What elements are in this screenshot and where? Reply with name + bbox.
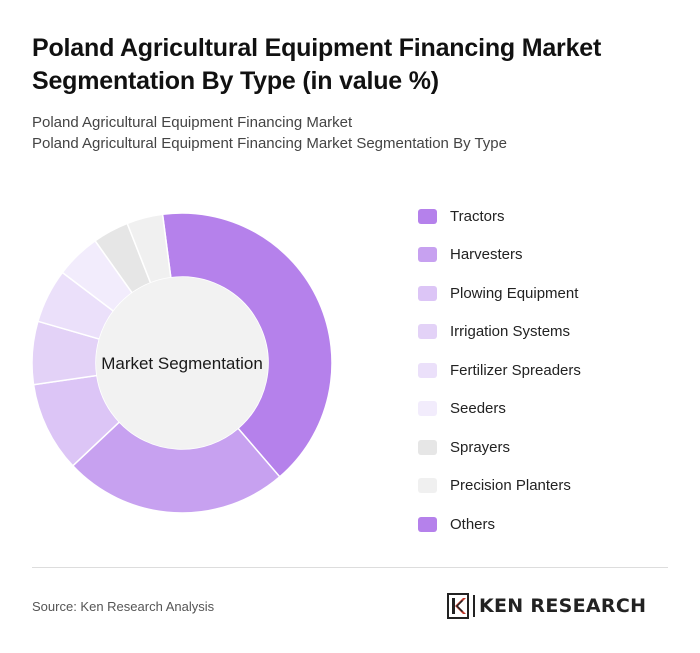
legend-label: Seeders (450, 400, 506, 418)
legend-label: Precision Planters (450, 477, 571, 495)
legend-label: Tractors (450, 207, 505, 225)
legend-swatch (418, 401, 437, 417)
ken-research-k-icon (447, 593, 469, 619)
legend-swatch (418, 324, 437, 340)
legend-item[interactable]: Plowing Equipment (418, 274, 678, 313)
ken-research-logo: KEN RESEARCH (447, 592, 646, 620)
subtitle-line-2: Poland Agricultural Equipment Financing … (32, 135, 507, 152)
source-note: Source: Ken Research Analysis (32, 599, 215, 614)
legend-label: Sprayers (450, 438, 511, 456)
legend-label: Irrigation Systems (450, 323, 571, 341)
legend-swatch (418, 247, 437, 263)
legend-swatch (418, 516, 437, 532)
chart-subtitle: Poland Agricultural Equipment Financing … (32, 112, 672, 154)
legend-swatch (418, 208, 437, 224)
legend-item[interactable]: Sprayers (418, 428, 678, 467)
donut-slices (31, 212, 333, 514)
legend-item[interactable]: Others (418, 505, 678, 544)
legend-swatch (418, 362, 437, 378)
legend-item[interactable]: Tractors (418, 197, 678, 236)
logo-separator (473, 595, 475, 617)
footer-divider (32, 567, 668, 568)
legend-label: Plowing Equipment (450, 284, 579, 302)
legend-item[interactable]: Precision Planters (418, 467, 678, 506)
legend-swatch (418, 439, 437, 455)
chart-legend: Tractors Harvesters Plowing Equipment Irrig… (418, 197, 678, 544)
logo-text: KEN RESEARCH (479, 595, 647, 617)
legend-item[interactable]: Harvesters (418, 236, 678, 275)
subtitle-line-1: Poland Agricultural Equipment Financing … (32, 114, 353, 131)
donut-center-label: Market Segmentation (101, 354, 263, 373)
legend-swatch (418, 478, 437, 494)
legend-item[interactable]: Irrigation Systems (418, 313, 678, 352)
legend-item[interactable]: Seeders (418, 390, 678, 429)
donut-hole (96, 277, 268, 449)
donut-chart: Market Segmentation (31, 212, 333, 514)
legend-swatch (418, 285, 437, 301)
legend-label: Harvesters (450, 246, 523, 264)
legend-label: Fertilizer Spreaders (450, 361, 581, 379)
chart-title: Poland Agricultural Equipment Financing … (32, 34, 602, 95)
legend-label: Others (450, 515, 496, 533)
legend-item[interactable]: Fertilizer Spreaders (418, 351, 678, 390)
